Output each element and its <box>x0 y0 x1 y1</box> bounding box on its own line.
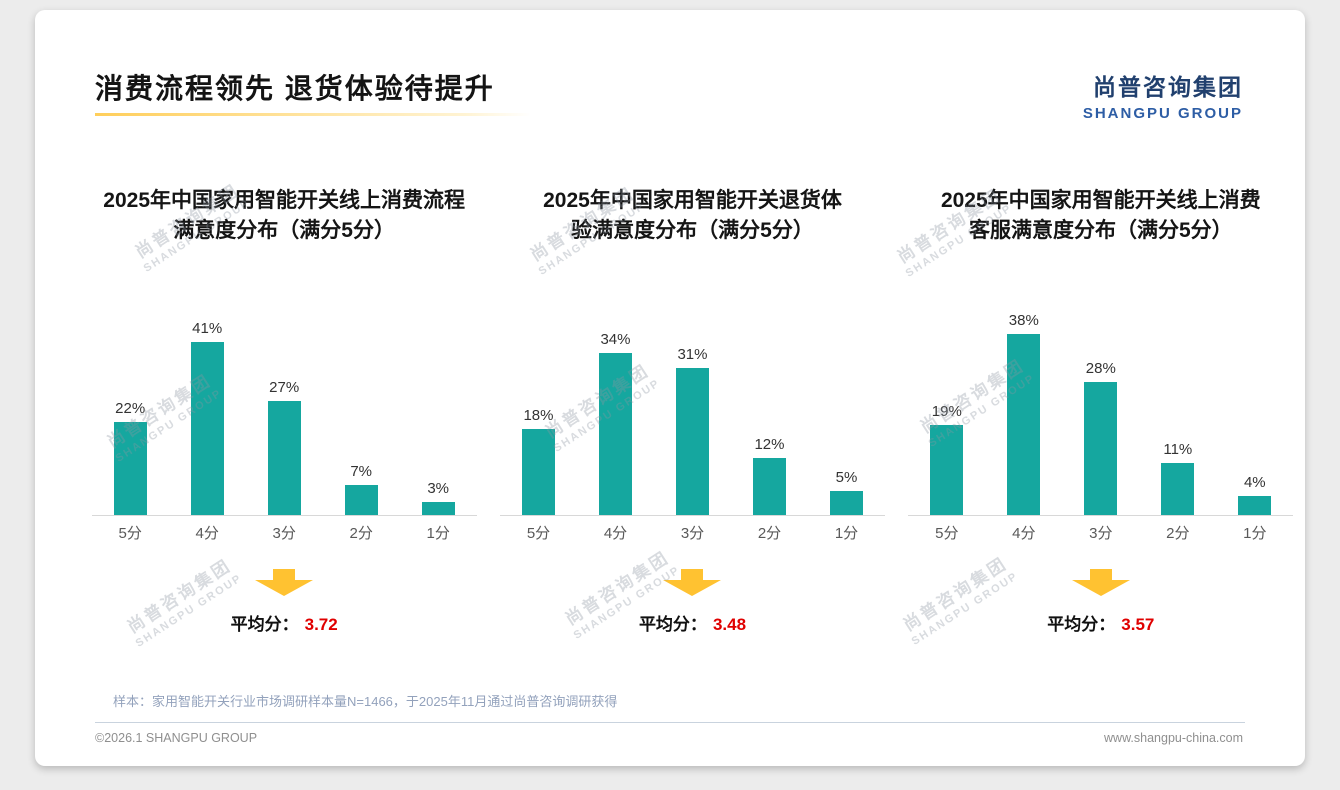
bar-value-label: 12% <box>754 436 785 453</box>
axis-category-label: 5分 <box>118 525 142 542</box>
chart-title: 2025年中国家用智能开关线上消费 客服满意度分布（满分5分） <box>940 189 1261 243</box>
average-label: 平均分： <box>230 615 299 634</box>
bar-column: 28% <box>1062 360 1139 515</box>
bar-column: 4% <box>1216 474 1293 515</box>
chart-plot: 18% 34% 31% 12% 5% <box>499 302 885 516</box>
bar <box>675 368 709 515</box>
chart-plot: 19% 38% 28% 11% 4% <box>908 302 1294 516</box>
bar-column: 18% <box>500 407 577 515</box>
down-arrow-icon <box>255 569 314 596</box>
axis-category-label: 2分 <box>757 525 782 542</box>
average-label: 平均分： <box>1047 615 1116 634</box>
bar-column: 12% <box>731 436 808 515</box>
title-block: 消费流程领先 退货体验待提升 <box>95 72 531 116</box>
axis-category-label: 3分 <box>272 525 296 542</box>
bar <box>1007 334 1041 515</box>
average-score: 平均分： 3.57 <box>1047 610 1154 635</box>
sample-footnote: 样本：家用智能开关行业市场调研样本量N=1466，于2025年11月通过尚普咨询… <box>113 694 618 709</box>
axis-category-label: 4分 <box>195 525 219 542</box>
bar-column: 34% <box>577 331 654 515</box>
axis-category-label: 4分 <box>603 525 628 542</box>
axis-categories: 5分 4分 3分 2分 1分 <box>500 522 885 543</box>
bar-value-label: 3% <box>427 480 449 497</box>
company-logo-en: SHANGPU GROUP <box>1082 105 1243 122</box>
bar-value-label: 38% <box>1008 312 1039 329</box>
slide-card: 尚普咨询集团 SHANGPU GROUP 尚普咨询集团 SHANGPU GROUP 尚普… <box>35 10 1305 766</box>
bar-value-label: 11% <box>1163 441 1193 458</box>
axis-category-label: 2分 <box>349 525 373 542</box>
chart-plot: 22% 41% 27% 7% 3% <box>91 302 477 516</box>
bar <box>421 502 455 515</box>
bar-value-label: 27% <box>269 379 300 396</box>
bar <box>190 342 224 515</box>
axis-category-label: 1分 <box>426 525 450 542</box>
slide-footer: ©2026.1 SHANGPU GROUP www.shangpu-china.… <box>35 723 1305 745</box>
page-title: 消费流程领先 退货体验待提升 <box>95 73 495 104</box>
axis-categories: 5分 4分 3分 2分 1分 <box>908 522 1293 543</box>
copyright-text: ©2026.1 SHANGPU GROUP <box>95 731 258 745</box>
bar-column: 27% <box>246 379 323 515</box>
bar <box>930 425 964 515</box>
bar-column: 19% <box>908 403 985 515</box>
charts-row: 2025年中国家用智能开关线上消费流程 满意度分布（满分5分） 22% 41% 27% 7… <box>35 186 1305 635</box>
bar <box>598 353 632 515</box>
bar <box>521 429 555 515</box>
average-score: 平均分： 3.48 <box>639 610 746 635</box>
bar-column: 3% <box>400 480 477 515</box>
title-underline <box>95 112 531 116</box>
bar-chart-3: 2025年中国家用智能开关线上消费 客服满意度分布（满分5分） 19% 38% 28% 1… <box>897 186 1305 635</box>
axis-category-label: 5分 <box>935 525 959 542</box>
bar-value-label: 7% <box>350 463 372 480</box>
footer-divider <box>95 722 1245 723</box>
bar-value-label: 34% <box>600 331 631 348</box>
bar-column: 7% <box>323 463 400 515</box>
average-value: 3.57 <box>1121 615 1155 634</box>
bar <box>752 458 786 515</box>
bar-chart-1: 2025年中国家用智能开关线上消费流程 满意度分布（满分5分） 22% 41% 27% 7… <box>80 186 488 635</box>
bar-column: 41% <box>169 320 246 515</box>
average-score: 平均分： 3.72 <box>231 610 338 635</box>
bar-column: 5% <box>808 469 885 515</box>
bar-value-label: 41% <box>192 320 223 337</box>
bar-column: 22% <box>92 400 169 515</box>
website-text: www.shangpu-china.com <box>1104 731 1243 745</box>
company-logo-cn: 尚普咨询集团 <box>1093 74 1243 100</box>
axis-category-label: 3分 <box>680 525 705 542</box>
bar-chart-2: 2025年中国家用智能开关退货体 验满意度分布（满分5分） 18% 34% 31% 12%… <box>488 186 896 635</box>
bar <box>113 422 147 515</box>
bar <box>1161 463 1195 515</box>
axis-category-label: 4分 <box>1012 525 1036 542</box>
average-value: 3.48 <box>712 615 747 634</box>
bar-value-label: 31% <box>677 346 708 363</box>
axis-category-label: 2分 <box>1166 525 1190 542</box>
bar-column: 38% <box>985 312 1062 515</box>
axis-category-label: 3分 <box>1089 525 1113 542</box>
chart-title: 2025年中国家用智能开关退货体 验满意度分布（满分5分） <box>543 189 842 243</box>
bar-value-label: 22% <box>115 400 146 417</box>
average-label: 平均分： <box>638 615 707 634</box>
bar-column: 31% <box>654 346 731 515</box>
bar-value-label: 19% <box>931 403 962 420</box>
axis-category-label: 1分 <box>834 525 859 542</box>
axis-category-label: 5分 <box>526 525 551 542</box>
bar <box>829 491 863 515</box>
company-logo: 尚普咨询集团 SHANGPU GROUP <box>1083 68 1243 122</box>
bar <box>267 401 301 515</box>
bar <box>344 485 378 515</box>
bar-value-label: 4% <box>1243 474 1266 491</box>
bar-value-label: 28% <box>1085 360 1116 377</box>
average-value: 3.72 <box>304 615 338 634</box>
bar-value-label: 5% <box>835 469 858 486</box>
down-arrow-icon <box>663 569 722 596</box>
bar <box>1238 496 1272 515</box>
chart-title: 2025年中国家用智能开关线上消费流程 满意度分布（满分5分） <box>103 189 466 243</box>
slide-header: 消费流程领先 退货体验待提升 尚普咨询集团 SHANGPU GROUP <box>35 72 1305 122</box>
axis-categories: 5分 4分 3分 2分 1分 <box>92 522 477 543</box>
bar-column: 11% <box>1139 441 1216 515</box>
down-arrow-icon <box>1071 569 1130 596</box>
bar <box>1084 382 1118 515</box>
bar-value-label: 18% <box>523 407 554 424</box>
axis-category-label: 1分 <box>1243 525 1267 542</box>
